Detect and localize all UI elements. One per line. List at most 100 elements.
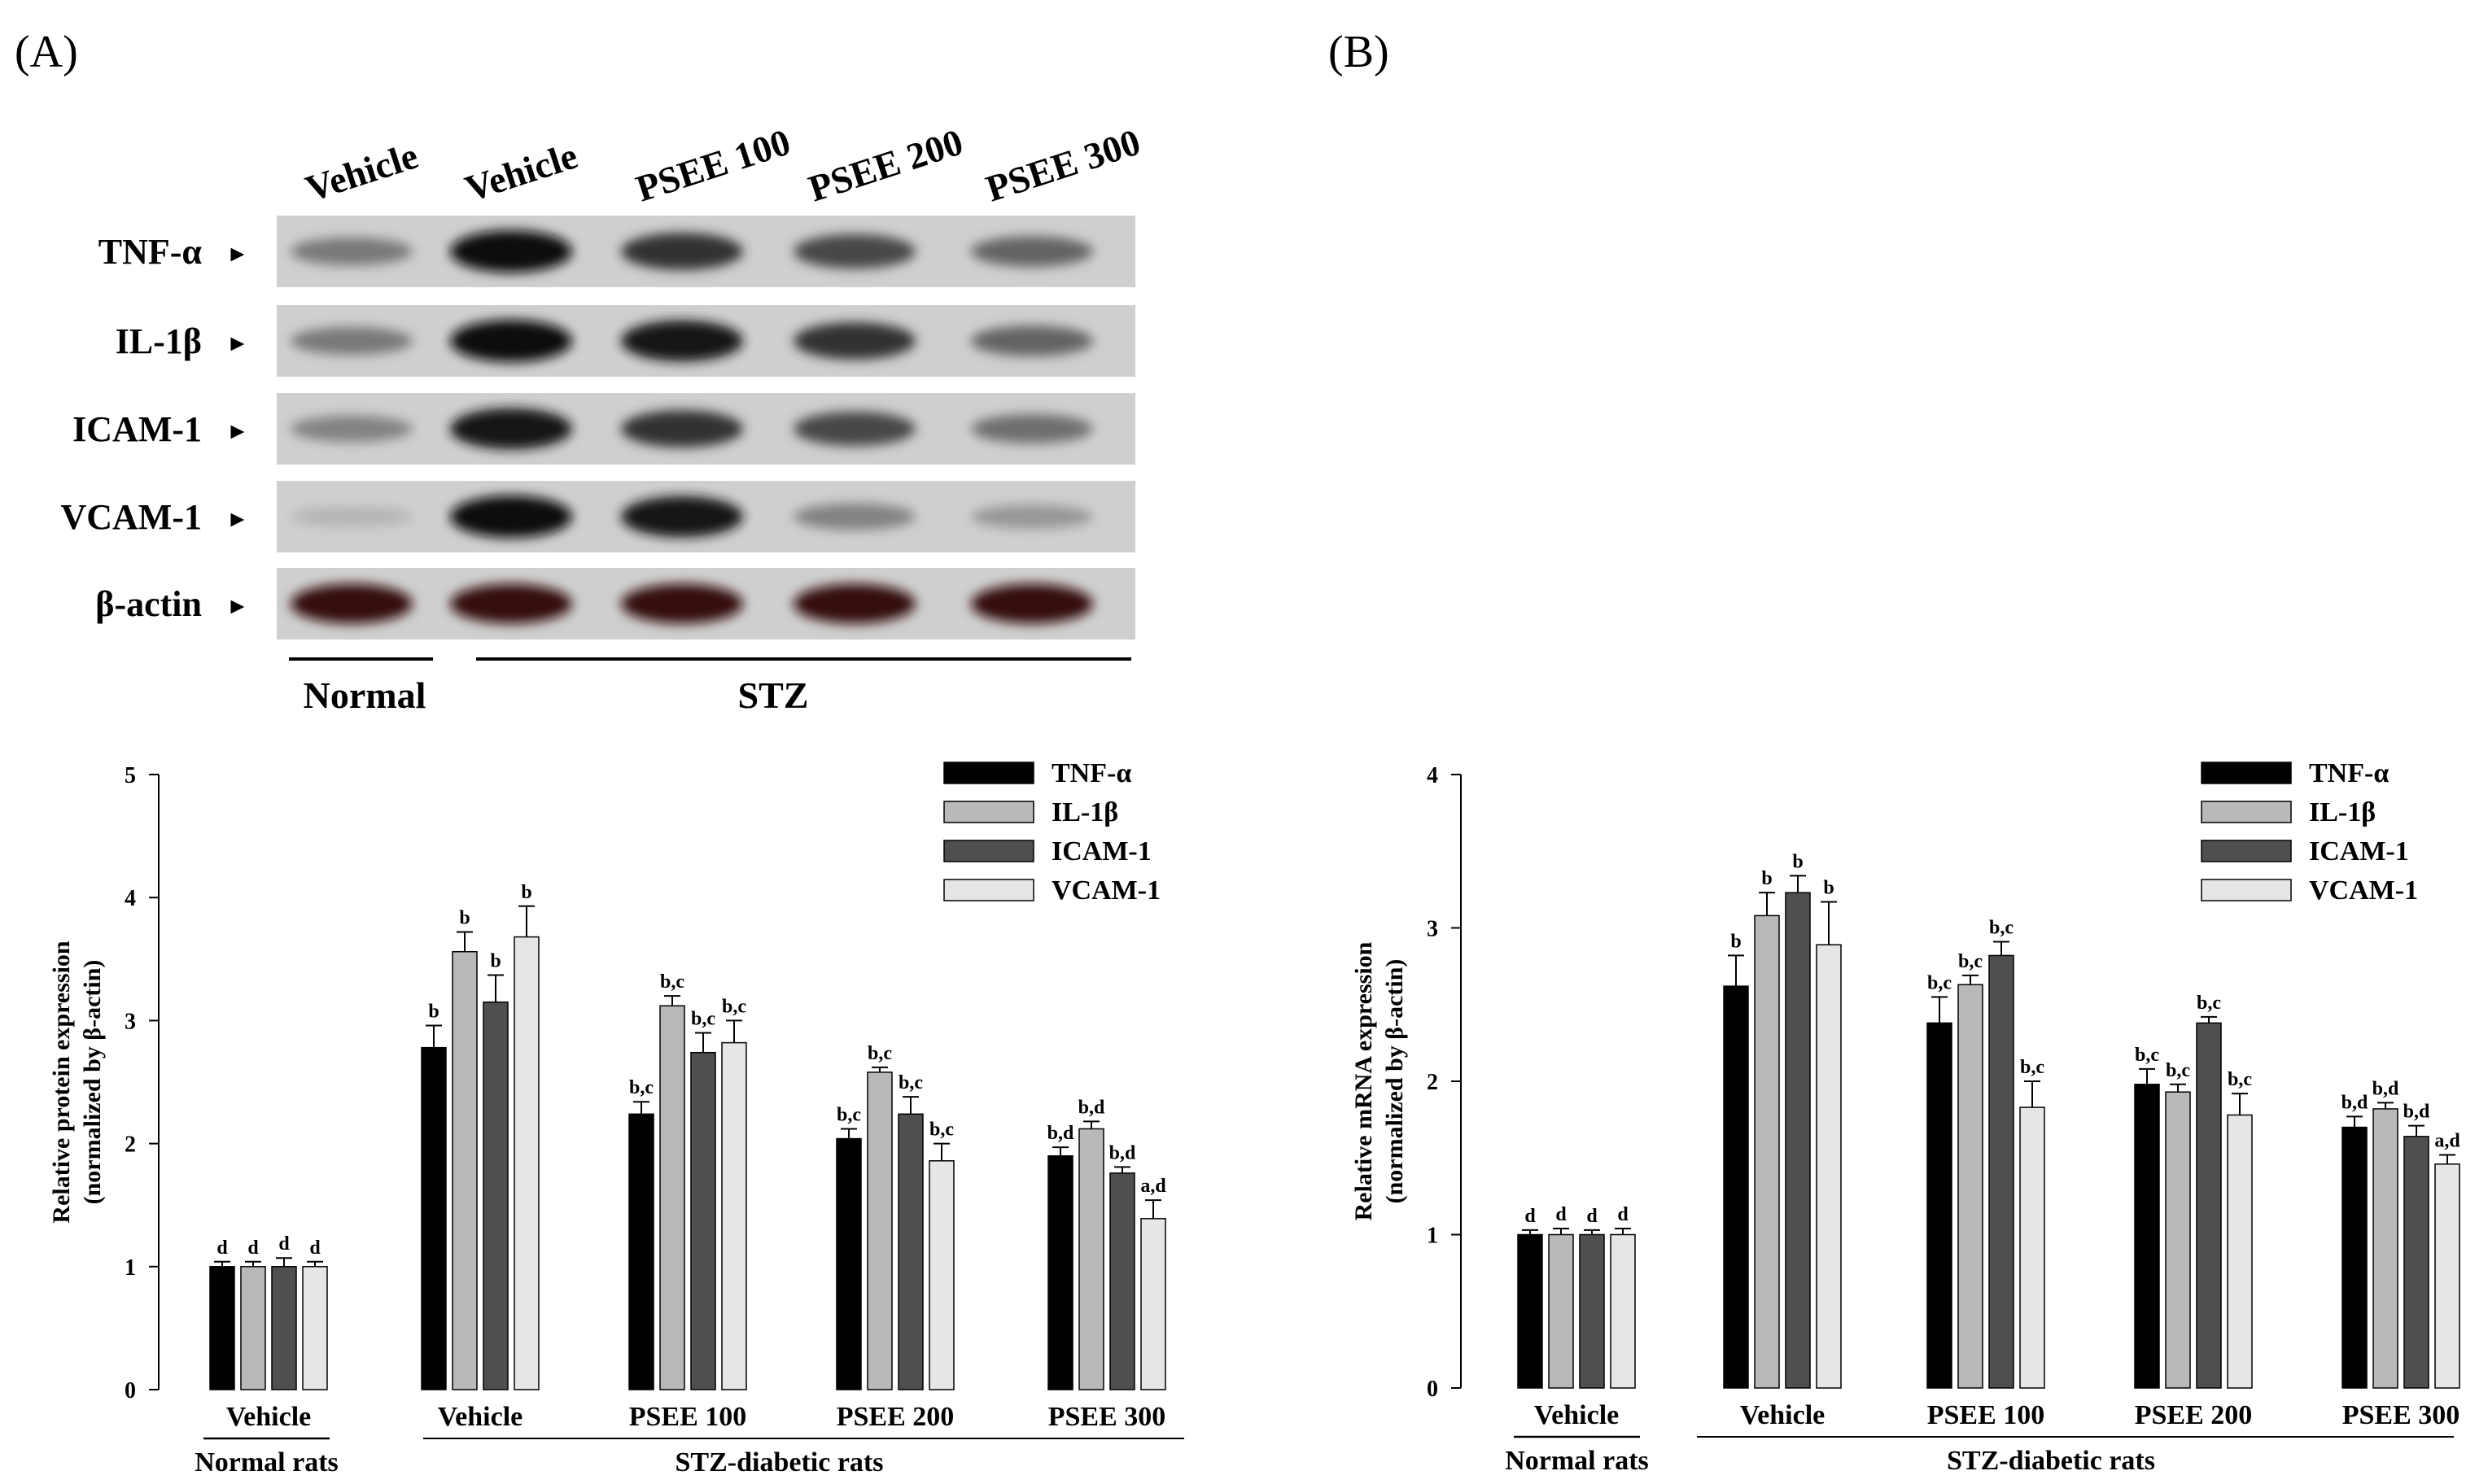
significance-label: b,d bbox=[1047, 1123, 1074, 1144]
blot-row-label: TNF-α bbox=[98, 232, 203, 272]
significance-label: b,c bbox=[2228, 1069, 2252, 1090]
stz-group-label: STZ bbox=[738, 674, 809, 716]
x-category-label: PSEE 300 bbox=[2342, 1400, 2460, 1430]
bar-TNF-α-2 bbox=[1926, 1022, 1952, 1389]
bar-IL-1β-1 bbox=[1754, 914, 1780, 1389]
normal-group-label: Normal rats bbox=[195, 1447, 339, 1477]
bar-IL-1β-4 bbox=[1078, 1128, 1104, 1390]
significance-label: b bbox=[1761, 868, 1772, 889]
stz-group-label: STZ-diabetic rats bbox=[1947, 1446, 2155, 1476]
blot-band bbox=[621, 410, 743, 447]
bar-IL-1β-3 bbox=[2165, 1091, 2191, 1389]
blot-band bbox=[291, 326, 413, 356]
x-category-label: PSEE 100 bbox=[1927, 1400, 2045, 1430]
y-tick-label: 3 bbox=[125, 1009, 136, 1034]
significance-label: d bbox=[309, 1237, 321, 1259]
blot-band bbox=[450, 408, 572, 450]
x-category-label: Vehicle bbox=[1534, 1400, 1620, 1430]
blot-row-label: IL-1β bbox=[116, 321, 202, 361]
significance-label: d bbox=[1586, 1206, 1598, 1227]
significance-label: b,c bbox=[1989, 917, 2014, 938]
legend-swatch bbox=[2201, 801, 2292, 823]
bar-TNF-α-4 bbox=[1047, 1154, 1073, 1390]
blot-band bbox=[450, 320, 572, 362]
legend-label: VCAM-1 bbox=[2309, 875, 2418, 906]
y-tick-label: 4 bbox=[125, 886, 136, 911]
lane-label: PSEE 300 bbox=[981, 121, 1145, 210]
legend-label: IL-1β bbox=[2309, 797, 2376, 827]
significance-label: b bbox=[1792, 851, 1803, 872]
y-tick-label: 2 bbox=[125, 1133, 136, 1158]
bar-VCAM-1-2 bbox=[2019, 1106, 2045, 1389]
legend-label: VCAM-1 bbox=[1052, 875, 1161, 906]
bar-VCAM-1-2 bbox=[721, 1041, 747, 1390]
x-category-label: PSEE 100 bbox=[629, 1402, 747, 1432]
blot-band bbox=[971, 414, 1093, 443]
bar-ICAM-1-0 bbox=[1579, 1233, 1605, 1389]
blot-band bbox=[794, 583, 916, 624]
bar-TNF-α-2 bbox=[628, 1113, 654, 1390]
blot-band bbox=[291, 506, 413, 527]
bar-VCAM-1-3 bbox=[2227, 1114, 2253, 1389]
bar-ICAM-1-3 bbox=[898, 1113, 924, 1390]
significance-label: b bbox=[459, 908, 470, 929]
bar-ICAM-1-0 bbox=[271, 1266, 297, 1390]
blot-band bbox=[291, 415, 413, 443]
blot-band bbox=[971, 236, 1093, 267]
significance-label: d bbox=[1555, 1204, 1567, 1225]
y-tick-label: 1 bbox=[1427, 1224, 1438, 1249]
significance-label: a,d bbox=[2434, 1130, 2460, 1151]
bar-VCAM-1-0 bbox=[1610, 1233, 1636, 1389]
protein-expression-chart: 0 1 2 3 4 5 Relative protein expression (normal… bbox=[48, 758, 1184, 1477]
significance-label: d bbox=[1617, 1204, 1629, 1225]
bar-IL-1β-0 bbox=[1548, 1233, 1574, 1389]
x-category-label: Vehicle bbox=[1740, 1400, 1826, 1430]
lane-label: Vehicle bbox=[300, 134, 422, 209]
bar-IL-1β-0 bbox=[240, 1266, 266, 1390]
bar-ICAM-1-1 bbox=[1785, 892, 1811, 1389]
x-category-label: Vehicle bbox=[438, 1402, 523, 1432]
blot-band bbox=[621, 495, 743, 538]
blot-band bbox=[621, 583, 743, 624]
x-category-label: PSEE 200 bbox=[837, 1402, 955, 1432]
bar-TNF-α-1 bbox=[421, 1046, 447, 1390]
arrow-icon: ► bbox=[226, 419, 249, 444]
significance-label: b bbox=[521, 882, 531, 903]
significance-label: b,c bbox=[660, 971, 684, 993]
blot-band bbox=[971, 325, 1093, 356]
significance-label: b,c bbox=[868, 1043, 892, 1064]
legend-label: ICAM-1 bbox=[1052, 836, 1152, 866]
y-tick-label: 1 bbox=[125, 1255, 136, 1281]
significance-label: d bbox=[216, 1237, 228, 1259]
arrow-icon: ► bbox=[226, 331, 249, 356]
significance-label: b bbox=[1730, 931, 1741, 952]
bar-ICAM-1-2 bbox=[1988, 954, 2014, 1389]
y-axis-label-2: (normalized by β-actin) bbox=[1381, 959, 1408, 1204]
y-tick-label: 0 bbox=[1427, 1377, 1438, 1402]
blot-band bbox=[450, 495, 572, 538]
bar-TNF-α-3 bbox=[2134, 1084, 2160, 1389]
significance-label: d bbox=[1524, 1206, 1536, 1227]
bar-IL-1β-2 bbox=[1957, 984, 1983, 1389]
significance-label: a,d bbox=[1140, 1176, 1166, 1197]
significance-label: d bbox=[278, 1233, 290, 1255]
significance-label: b,c bbox=[2020, 1057, 2044, 1078]
bar-IL-1β-2 bbox=[659, 1005, 685, 1390]
y-tick-label: 0 bbox=[125, 1378, 136, 1403]
significance-label: b,d bbox=[2372, 1078, 2399, 1099]
bar-TNF-α-3 bbox=[836, 1137, 862, 1390]
western-blot: Vehicle Vehicle PSEE 100 PSEE 200 PSEE 300 TN… bbox=[60, 121, 1145, 716]
y-axis-label: Relative mRNA expression bbox=[1350, 941, 1377, 1220]
blot-row-label: VCAM-1 bbox=[60, 497, 202, 537]
y-axis-label: Relative protein expression bbox=[48, 941, 75, 1224]
legend-swatch bbox=[943, 762, 1034, 784]
blot-band bbox=[971, 583, 1093, 624]
bar-ICAM-1-4 bbox=[1109, 1172, 1135, 1390]
arrow-icon: ► bbox=[226, 594, 249, 619]
significance-label: b,d bbox=[1078, 1097, 1105, 1118]
bar-TNF-α-0 bbox=[1517, 1233, 1543, 1389]
significance-label: b,c bbox=[1958, 951, 1983, 972]
normal-group-label: Normal bbox=[304, 674, 426, 716]
legend-swatch bbox=[943, 801, 1034, 823]
normal-group-label: Normal rats bbox=[1505, 1446, 1649, 1476]
